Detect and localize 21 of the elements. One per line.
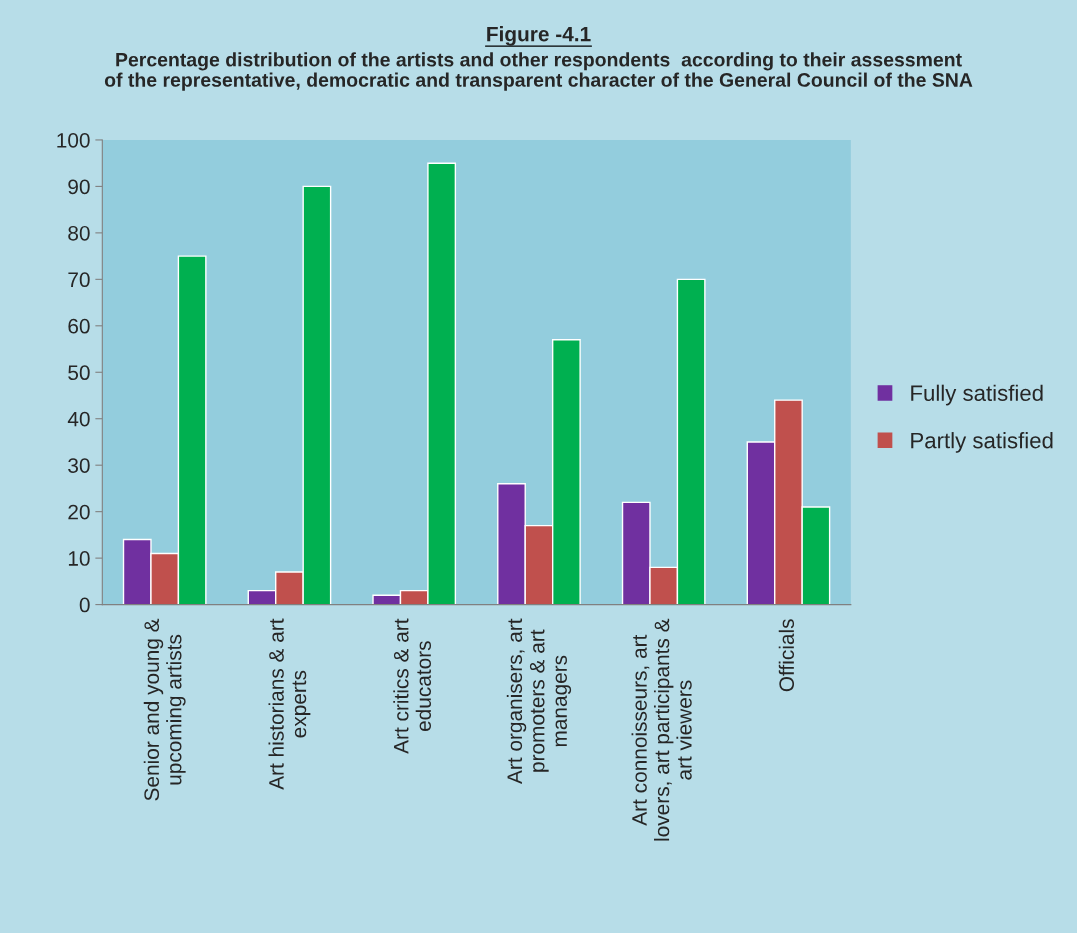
legend-label: Partly satisfied	[911, 432, 1053, 453]
x-tick-label: Officials	[778, 619, 795, 692]
y-tick-label: 60	[68, 318, 90, 334]
y-tick-label: 100	[57, 132, 90, 148]
y-tick-label: 10	[68, 551, 90, 566]
x-tick-label: Art historians & art experts	[268, 618, 311, 790]
y-tick-label: 30	[68, 458, 90, 473]
y-tick-label: 0	[79, 597, 90, 613]
y-tick-label: 80	[68, 225, 90, 241]
y-tick-label: 40	[67, 411, 90, 427]
y-tick-label: 20	[68, 504, 90, 520]
x-tick-label: Art critics & art educators	[393, 618, 432, 754]
chart-title: Figure -4.1	[487, 26, 591, 46]
y-tick-label: 90	[68, 179, 90, 195]
chart-subtitle: Percentage distribution of the artists and other respondents according to their assessment of the representative, democratic and transparent character of the General Council of the SNA	[104, 52, 973, 91]
y-tick-label: 50	[68, 365, 90, 381]
x-tick-label: Senior and young & upcoming artists	[143, 618, 186, 801]
legend-label: Fully satisfied	[911, 384, 1043, 406]
y-tick-label: 70	[68, 272, 90, 288]
x-tick-label: Art connoisseurs, art lovers, art participants & art viewers	[631, 618, 692, 841]
x-tick-label: Art organisers, art promoters & art managers	[506, 618, 572, 784]
